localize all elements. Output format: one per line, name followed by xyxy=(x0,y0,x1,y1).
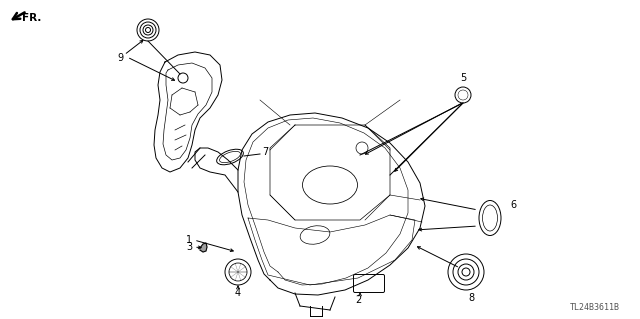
Text: 5: 5 xyxy=(460,73,466,83)
Text: 4: 4 xyxy=(235,288,241,298)
Text: 9: 9 xyxy=(117,53,123,63)
FancyBboxPatch shape xyxy=(353,275,385,293)
Text: 6: 6 xyxy=(510,200,516,210)
Polygon shape xyxy=(200,243,207,252)
Text: 2: 2 xyxy=(355,295,361,305)
Text: TL24B3611B: TL24B3611B xyxy=(570,303,620,312)
Text: FR.: FR. xyxy=(22,13,42,23)
Text: 3: 3 xyxy=(186,242,192,252)
Text: 8: 8 xyxy=(468,293,474,303)
Text: 7: 7 xyxy=(262,147,268,157)
Text: 1: 1 xyxy=(186,235,192,245)
